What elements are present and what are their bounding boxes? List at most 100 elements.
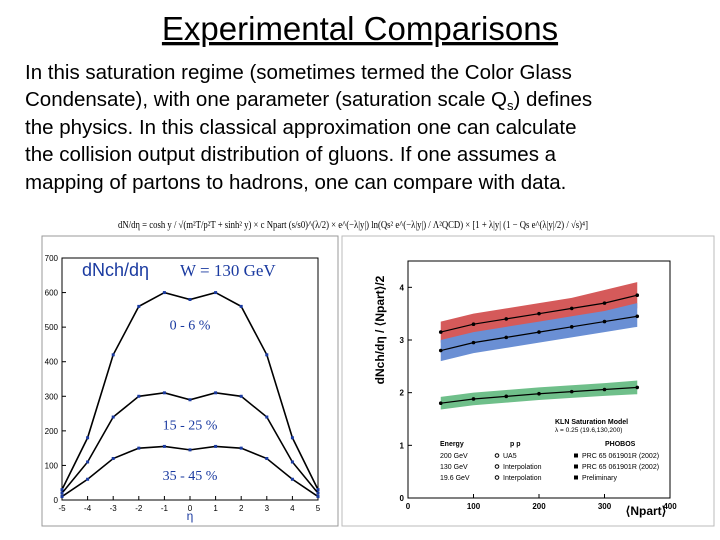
data-point xyxy=(635,314,640,319)
data-point xyxy=(316,491,320,495)
data-point xyxy=(569,389,574,394)
data-point xyxy=(188,398,192,402)
data-point xyxy=(137,394,141,398)
data-point xyxy=(438,348,443,353)
data-point xyxy=(239,394,243,398)
legend-marker xyxy=(574,464,578,469)
data-point xyxy=(602,387,607,392)
data-point xyxy=(162,291,166,295)
y-tick-label: 4 xyxy=(400,283,405,292)
x-tick-label: -1 xyxy=(161,504,169,513)
data-point xyxy=(504,335,509,340)
x-tick-label: 300 xyxy=(598,502,612,511)
right-figure-frame xyxy=(341,235,715,527)
y-axis-label: dNch/dη / ⟨Npart⟩/2 xyxy=(373,275,387,384)
data-point xyxy=(265,457,269,461)
data-point xyxy=(471,322,476,327)
legend-phobos: Preliminary xyxy=(582,475,618,482)
data-point xyxy=(111,457,115,461)
legend-energy: 130 GeV xyxy=(440,464,468,471)
legend-pp: Interpolation xyxy=(503,464,542,471)
data-point xyxy=(504,317,509,321)
model-label: KLN Saturation Model xyxy=(555,419,628,426)
data-point xyxy=(188,448,192,452)
data-point xyxy=(316,488,320,492)
data-point xyxy=(137,446,141,450)
y-tick-label: 200 xyxy=(45,427,59,436)
data-point xyxy=(239,446,243,450)
data-point xyxy=(162,444,166,448)
data-point xyxy=(602,301,607,305)
x-tick-label: 1 xyxy=(213,504,218,513)
data-point xyxy=(316,495,320,499)
data-point xyxy=(471,340,476,345)
legend-marker xyxy=(494,453,500,458)
y-tick-label: 700 xyxy=(45,254,59,263)
x-tick-label: -3 xyxy=(110,504,118,513)
x-tick-label: 200 xyxy=(532,502,546,511)
data-point xyxy=(60,488,64,492)
y-tick-label: 0 xyxy=(400,494,405,503)
x-tick-label: 3 xyxy=(265,504,270,513)
legend-pp: UA5 xyxy=(503,453,517,460)
data-point xyxy=(635,385,640,390)
slide-title: Experimental Comparisons xyxy=(162,10,558,47)
x-tick-label: 0 xyxy=(406,502,411,511)
data-point xyxy=(86,460,90,464)
data-point xyxy=(214,291,218,295)
legend-phobos: PRC 65 061901R (2002) xyxy=(582,453,659,460)
data-point xyxy=(162,391,166,395)
data-point xyxy=(265,353,269,357)
data-point xyxy=(602,319,607,324)
legend-energy: 19.6 GeV xyxy=(440,475,470,482)
body-line: the physics. In this classical approxima… xyxy=(25,116,577,139)
x-tick-label: -5 xyxy=(58,504,66,513)
y-tick-label: 600 xyxy=(45,289,59,298)
series-label: 15 - 25 % xyxy=(163,419,218,434)
legend-header: PHOBOS xyxy=(605,441,636,448)
data-point xyxy=(438,330,443,334)
data-point xyxy=(111,415,115,419)
x-tick-label: -4 xyxy=(84,504,92,513)
y-tick-label: 500 xyxy=(45,323,59,332)
data-point xyxy=(635,293,640,298)
x-tick-label: 100 xyxy=(467,502,481,511)
data-point xyxy=(111,353,115,357)
legend-energy: 200 GeV xyxy=(440,453,468,460)
figure-title: dNch/dη xyxy=(82,260,149,280)
data-point xyxy=(239,304,243,308)
data-point xyxy=(569,306,574,311)
data-point xyxy=(471,397,476,401)
data-point xyxy=(137,304,141,308)
body-line: Condensate), with one parameter (saturat… xyxy=(25,88,592,113)
y-tick-label: 3 xyxy=(400,336,405,345)
model-label: λ = 0.25 (19.6,130,200) xyxy=(555,427,622,434)
legend-phobos: PRC 65 061901R (2002) xyxy=(582,464,659,471)
series-label: 35 - 45 % xyxy=(163,469,218,484)
x-tick-label: 2 xyxy=(239,504,244,513)
data-point xyxy=(569,325,574,329)
data-point xyxy=(537,330,541,334)
x-axis-label: η xyxy=(187,509,194,523)
data-point xyxy=(60,491,64,495)
legend-marker xyxy=(574,475,578,480)
body-text: Condensate), with one parameter (saturat… xyxy=(25,88,507,111)
left-figure-frame xyxy=(41,235,339,527)
data-point xyxy=(265,415,269,419)
y-tick-label: 2 xyxy=(400,389,405,398)
x-tick-label: -2 xyxy=(135,504,143,513)
x-axis-label: ⟨Npart⟩ xyxy=(626,504,667,518)
formula: dN/dη = cosh y / √(m²T/p²T + sinh² y) × … xyxy=(118,220,588,231)
legend-marker xyxy=(494,464,500,469)
data-point xyxy=(290,460,294,464)
data-point xyxy=(290,477,294,481)
body-line: In this saturation regime (sometimes ter… xyxy=(25,61,572,84)
y-tick-label: 1 xyxy=(400,441,405,450)
x-tick-label: 5 xyxy=(316,504,321,513)
data-point xyxy=(86,436,90,440)
data-point xyxy=(438,401,443,406)
x-tick-label: 4 xyxy=(290,504,295,513)
series-label: 0 - 6 % xyxy=(170,318,211,333)
legend-pp: Interpolation xyxy=(503,475,542,482)
legend-marker xyxy=(574,453,578,458)
